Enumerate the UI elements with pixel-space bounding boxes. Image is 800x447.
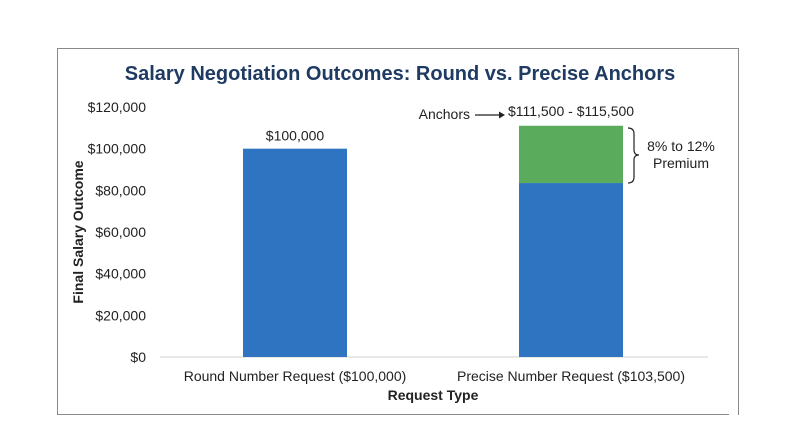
anchors-annotation: Anchors: [419, 106, 470, 122]
premium-brace: [627, 127, 640, 184]
y-tick-label: $100,000: [88, 141, 147, 157]
bar-data-label: $100,000: [266, 128, 325, 144]
y-tick-label: $80,000: [95, 182, 146, 198]
y-tick-label: $120,000: [88, 99, 147, 115]
y-axis-ticks: $0 $20,000 $40,000 $60,000 $80,000 $100,000 $1…: [88, 99, 147, 365]
bars-group: $100,000 $111,500 - $115,500: [243, 103, 634, 357]
y-axis-title: Final Salary Outcome: [70, 160, 86, 303]
bar-base: [243, 148, 347, 357]
chart-title: Salary Negotiation Outcomes: Round vs. P…: [125, 63, 676, 85]
x-axis-title: Request Type: [388, 387, 479, 403]
y-tick-label: $20,000: [95, 307, 146, 323]
arrow-icon: [475, 111, 505, 119]
y-tick-label: $0: [130, 349, 146, 365]
premium-annotation-line1: 8% to 12%: [647, 138, 715, 154]
bar-premium: [519, 125, 623, 184]
premium-annotation-line2: Premium: [653, 155, 709, 171]
chart-frame: [57, 48, 739, 415]
y-tick-label: $60,000: [95, 224, 146, 240]
chart-frame-bottom: [57, 414, 729, 415]
bar-base: [519, 183, 623, 357]
x-axis-ticks: Round Number Request ($100,000) Precise N…: [184, 368, 685, 384]
x-tick-label: Round Number Request ($100,000): [184, 368, 407, 384]
bar-data-label: $111,500 - $115,500: [508, 103, 634, 119]
y-tick-label: $40,000: [95, 266, 146, 282]
x-tick-label: Precise Number Request ($103,500): [457, 368, 685, 384]
